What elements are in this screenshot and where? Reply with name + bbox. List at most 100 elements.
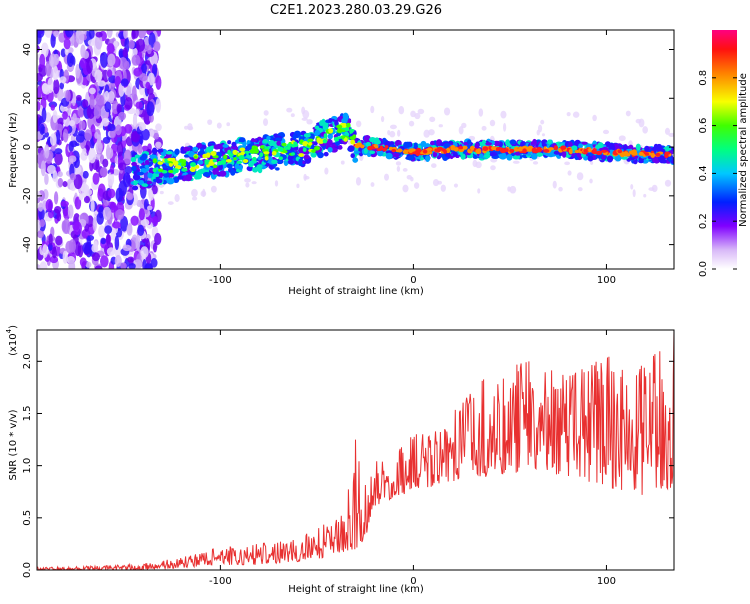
faint-blob: [432, 179, 440, 187]
noise-blob: [122, 172, 131, 188]
trace-blob: [413, 142, 418, 148]
faint-blob: [396, 129, 401, 137]
trace-peak: [233, 157, 237, 161]
trace-peak: [307, 138, 314, 142]
trace-blob: [369, 150, 376, 155]
faint-blob: [148, 189, 154, 199]
x-tick-label: 100: [597, 275, 616, 286]
noise-blob: [137, 224, 145, 236]
trace-peak: [427, 150, 433, 155]
trace-blob: [133, 179, 138, 186]
noise-blob: [115, 209, 125, 220]
faint-blob: [226, 122, 231, 127]
noise-blob: [54, 148, 63, 155]
noise-blob: [155, 75, 162, 90]
noise-blob: [124, 123, 133, 134]
trace-blob: [287, 159, 295, 165]
trace-peak: [617, 149, 623, 154]
noise-blob: [138, 73, 148, 82]
y-tick-label: 1.0: [22, 458, 33, 474]
trace-blob: [353, 150, 360, 155]
noise-blob: [52, 78, 60, 95]
noise-blob: [128, 39, 135, 50]
trace-peak: [543, 148, 550, 153]
noise-blob: [74, 196, 82, 210]
noise-blob: [101, 117, 109, 127]
colorbar: 0.0 0.2 0.4 0.6 0.8 Normalized spectral ampl…: [698, 30, 749, 277]
noise-blob: [120, 78, 129, 87]
faint-blob: [263, 110, 269, 116]
noise-blob: [118, 48, 125, 58]
trace-peak: [396, 149, 403, 153]
y-tick-label: 2.0: [22, 353, 33, 369]
noise-blob: [93, 105, 101, 119]
trace-blob: [587, 155, 594, 162]
trace-blob: [394, 139, 402, 147]
noise-blob: [118, 82, 125, 97]
faint-blob: [200, 190, 207, 197]
spectrogram-y-axis-label: Frequency (Hz): [8, 112, 19, 188]
trace-blob: [317, 151, 324, 159]
noise-blob: [57, 117, 65, 126]
noise-blob: [58, 32, 66, 43]
noise-blob: [114, 254, 122, 267]
trace-peak: [574, 149, 580, 154]
noise-blob: [126, 192, 134, 201]
figure-title: C2E1.2023.280.03.29.G26: [270, 3, 442, 18]
noise-blob: [51, 246, 57, 259]
noise-blob: [137, 143, 143, 154]
noise-blob: [68, 155, 77, 163]
noise-blob: [69, 120, 76, 127]
trace-blob: [474, 142, 479, 149]
trace-peak: [553, 145, 559, 151]
trace-peak: [167, 169, 174, 174]
noise-blob: [106, 30, 113, 38]
trace-blob: [385, 152, 393, 160]
trace-peak: [518, 146, 523, 152]
noise-blob: [131, 54, 141, 66]
trace-peak: [311, 149, 316, 153]
trace-peak: [283, 150, 288, 154]
faint-blob: [191, 196, 198, 201]
noise-blob: [44, 173, 49, 186]
noise-blob: [115, 187, 124, 202]
faint-blob: [643, 193, 647, 198]
x-tick-label: -100: [209, 576, 232, 587]
trace-blob: [298, 147, 305, 154]
faint-blob: [532, 161, 539, 165]
trace-peak: [252, 156, 257, 162]
trace-peak: [445, 147, 451, 154]
noise-blob: [92, 216, 97, 232]
noise-blob: [124, 97, 133, 110]
noise-blob: [108, 75, 117, 84]
trace-peak: [349, 136, 356, 141]
noise-blob: [82, 170, 89, 179]
faint-blob: [301, 117, 308, 121]
faint-blob: [438, 124, 443, 128]
noise-blob: [57, 171, 63, 178]
trace-blob: [531, 153, 538, 160]
trace-blob: [553, 150, 560, 155]
faint-blob: [552, 180, 557, 189]
trace-peak: [360, 144, 365, 149]
trace-blob: [312, 141, 318, 146]
noise-blob: [131, 85, 137, 102]
trace-peak: [391, 149, 397, 153]
noise-blob: [94, 69, 103, 82]
faint-blob: [380, 115, 385, 123]
svg-text:(x104): (x104): [5, 325, 19, 356]
noise-blob: [109, 164, 115, 175]
noise-blob: [94, 265, 103, 269]
faint-blob: [384, 173, 389, 181]
noise-blob: [37, 73, 43, 82]
noise-blob: [52, 110, 58, 123]
trace-blob: [363, 147, 368, 154]
noise-blob: [37, 230, 45, 239]
trace-blob: [177, 175, 184, 180]
trace-blob: [162, 165, 168, 169]
faint-blob: [507, 186, 511, 192]
trace-peak: [225, 159, 232, 163]
snr-series-line: [37, 330, 674, 570]
trace-peak: [190, 162, 197, 168]
